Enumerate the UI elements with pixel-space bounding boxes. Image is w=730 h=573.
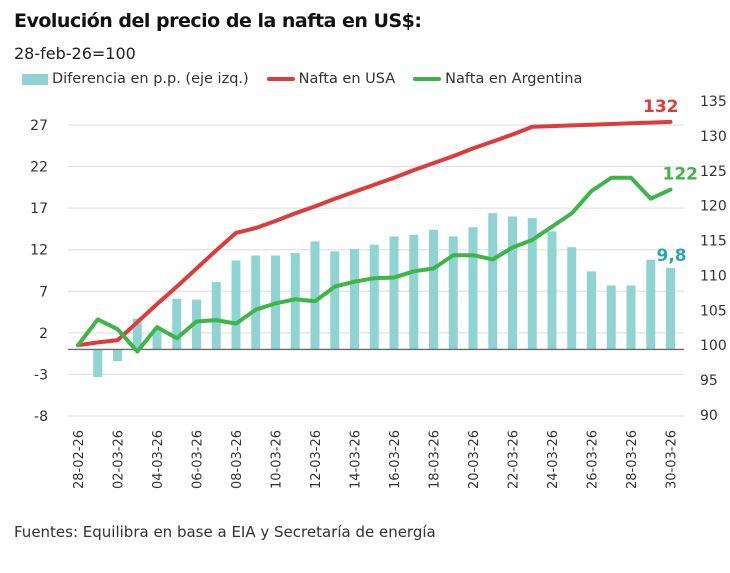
end-label-difference: 9,8 <box>657 246 687 266</box>
bar <box>409 234 419 350</box>
chart-title: Evolución del precio de la nafta en US$: <box>14 10 422 32</box>
x-tick-label: 06-03-26 <box>191 430 206 489</box>
bar <box>251 255 261 350</box>
bar <box>330 251 340 350</box>
legend-swatch-usa <box>266 77 295 81</box>
right-tick-label: 125 <box>700 164 727 180</box>
x-tick-label: 22-03-26 <box>507 430 522 489</box>
bar <box>508 216 517 350</box>
x-tick-label: 08-03-26 <box>230 430 245 489</box>
x-tick-label: 14-03-26 <box>349 430 364 489</box>
x-tick-label: 26-03-26 <box>586 430 601 489</box>
line-nafta-usa <box>76 119 673 348</box>
bar <box>429 229 438 350</box>
x-tick-label: 16-03-26 <box>388 430 403 489</box>
line-nafta-argentina <box>76 175 673 354</box>
bar <box>587 271 596 350</box>
legend-item-argentina: Nafta en Argentina <box>413 71 582 87</box>
bar <box>527 218 537 350</box>
x-tick-label: 20-03-26 <box>467 430 482 489</box>
right-axis-ticks: 135 130 125 120 115 110 105 100 95 90 <box>700 94 727 424</box>
bar <box>211 282 221 350</box>
left-tick-label: 17 <box>30 201 48 217</box>
bar <box>231 260 241 350</box>
right-tick-label: 130 <box>700 129 727 145</box>
left-tick-label: 27 <box>30 118 48 134</box>
bar <box>448 236 458 350</box>
legend-label-argentina: Nafta en Argentina <box>445 71 583 87</box>
x-tick-label: 28-03-26 <box>625 430 640 489</box>
source-note: Fuentes: Equilibra en base a EIA y Secre… <box>14 523 436 541</box>
left-tick-label: -8 <box>34 409 48 425</box>
bar <box>369 244 379 350</box>
left-tick-label: 22 <box>30 160 48 176</box>
end-label-usa: 132 <box>643 97 679 117</box>
bar <box>606 285 616 350</box>
right-tick-label: 100 <box>700 338 727 354</box>
bar <box>172 298 182 350</box>
bar <box>192 299 201 350</box>
bar <box>646 259 656 350</box>
bar <box>93 349 103 377</box>
right-tick-label: 115 <box>700 234 727 250</box>
bar <box>389 236 399 350</box>
chart-subtitle: 28-feb-26=100 <box>14 44 136 63</box>
x-tick-label: 02-03-26 <box>112 430 127 489</box>
left-tick-label: 7 <box>39 284 48 300</box>
x-tick-label: 12-03-26 <box>309 430 324 489</box>
right-tick-label: 135 <box>700 94 727 110</box>
bar <box>113 349 122 362</box>
right-tick-label: 95 <box>700 373 718 389</box>
x-axis-ticks: 28-02-26 02-03-26 04-03-26 06-03-26 08-03-26… <box>72 430 680 489</box>
bar <box>310 241 320 350</box>
bar <box>350 248 359 350</box>
x-tick-label: 04-03-26 <box>151 430 166 489</box>
x-tick-label: 18-03-26 <box>428 430 443 489</box>
bar <box>567 247 577 350</box>
bar <box>488 213 498 350</box>
bar <box>468 227 478 350</box>
end-labels: 132 122 9,8 <box>643 97 698 266</box>
left-tick-label: -3 <box>34 367 48 383</box>
x-tick-label: 10-03-26 <box>270 430 285 489</box>
right-tick-label: 90 <box>700 408 718 424</box>
legend-item-difference: Diferencia en p.p. (eje izq.) <box>22 71 249 87</box>
right-tick-label: 105 <box>700 303 727 319</box>
legend-swatch-bar <box>22 73 48 85</box>
bar <box>547 231 557 350</box>
right-tick-label: 110 <box>700 268 727 284</box>
left-tick-label: 12 <box>30 243 48 259</box>
legend-item-usa: Nafta en USA <box>266 71 396 87</box>
bar <box>666 268 675 350</box>
legend: Diferencia en p.p. (eje izq.) Nafta en U… <box>22 71 600 87</box>
bar <box>152 329 162 350</box>
right-tick-label: 120 <box>700 199 727 215</box>
bar <box>626 285 636 350</box>
x-tick-label: 30-03-26 <box>665 430 680 489</box>
line-series <box>76 119 673 354</box>
legend-swatch-argentina <box>413 77 442 81</box>
left-tick-label: 2 <box>39 326 48 342</box>
legend-label-usa: Nafta en USA <box>298 71 396 87</box>
bar <box>132 318 142 350</box>
x-tick-label: 24-03-26 <box>546 430 561 489</box>
bar <box>290 253 300 350</box>
end-label-argentina: 122 <box>663 165 699 185</box>
left-axis-ticks: 27 22 17 12 7 2 -3 -8 <box>30 118 48 425</box>
x-tick-label: 28-02-26 <box>72 430 87 489</box>
legend-label-difference: Diferencia en p.p. (eje izq.) <box>52 71 249 87</box>
bar-series <box>93 213 675 377</box>
